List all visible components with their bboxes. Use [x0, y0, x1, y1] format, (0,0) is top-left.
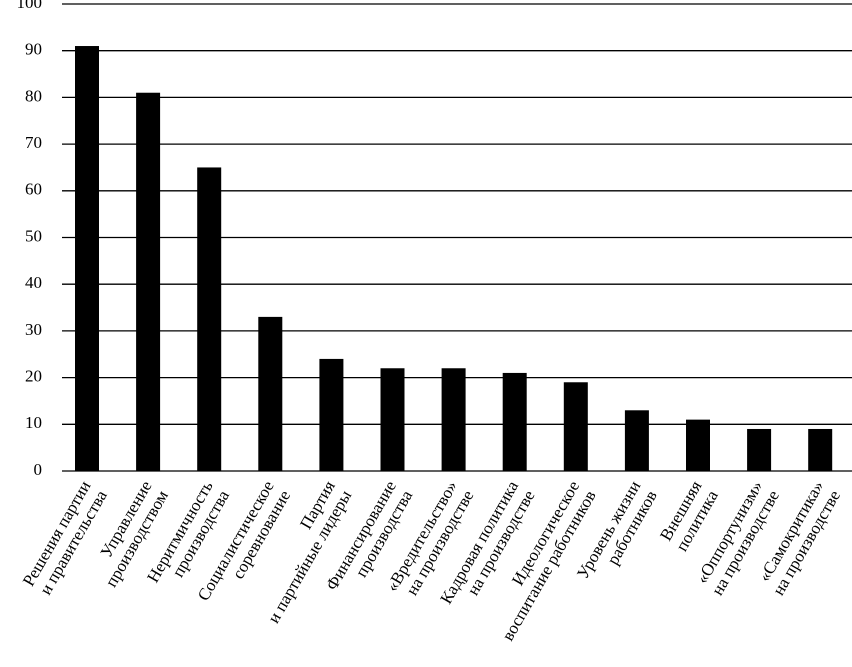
- y-tick-label: 40: [25, 273, 42, 292]
- y-tick-label: 20: [25, 367, 42, 386]
- bar: [624, 410, 649, 471]
- bar: [197, 167, 222, 471]
- bar: [319, 358, 344, 471]
- bar: [258, 316, 283, 471]
- y-tick-label: 60: [25, 180, 42, 199]
- bar: [563, 382, 588, 471]
- bar: [136, 92, 161, 471]
- bar: [747, 428, 772, 471]
- y-tick-label: 30: [25, 320, 42, 339]
- bar: [808, 428, 833, 471]
- y-tick-label: 90: [25, 40, 42, 59]
- y-tick-label: 80: [25, 86, 42, 105]
- y-tick-label: 100: [17, 0, 43, 12]
- bar: [441, 368, 466, 471]
- y-tick-label: 50: [25, 226, 42, 245]
- y-tick-label: 10: [25, 413, 42, 432]
- bar: [502, 372, 527, 471]
- bar: [686, 419, 710, 471]
- bar: [75, 46, 99, 471]
- x-tick-label: Решения партиии правительства: [19, 477, 111, 599]
- y-tick-label: 70: [25, 133, 42, 152]
- bar: [380, 368, 405, 471]
- y-tick-label: 0: [34, 460, 43, 479]
